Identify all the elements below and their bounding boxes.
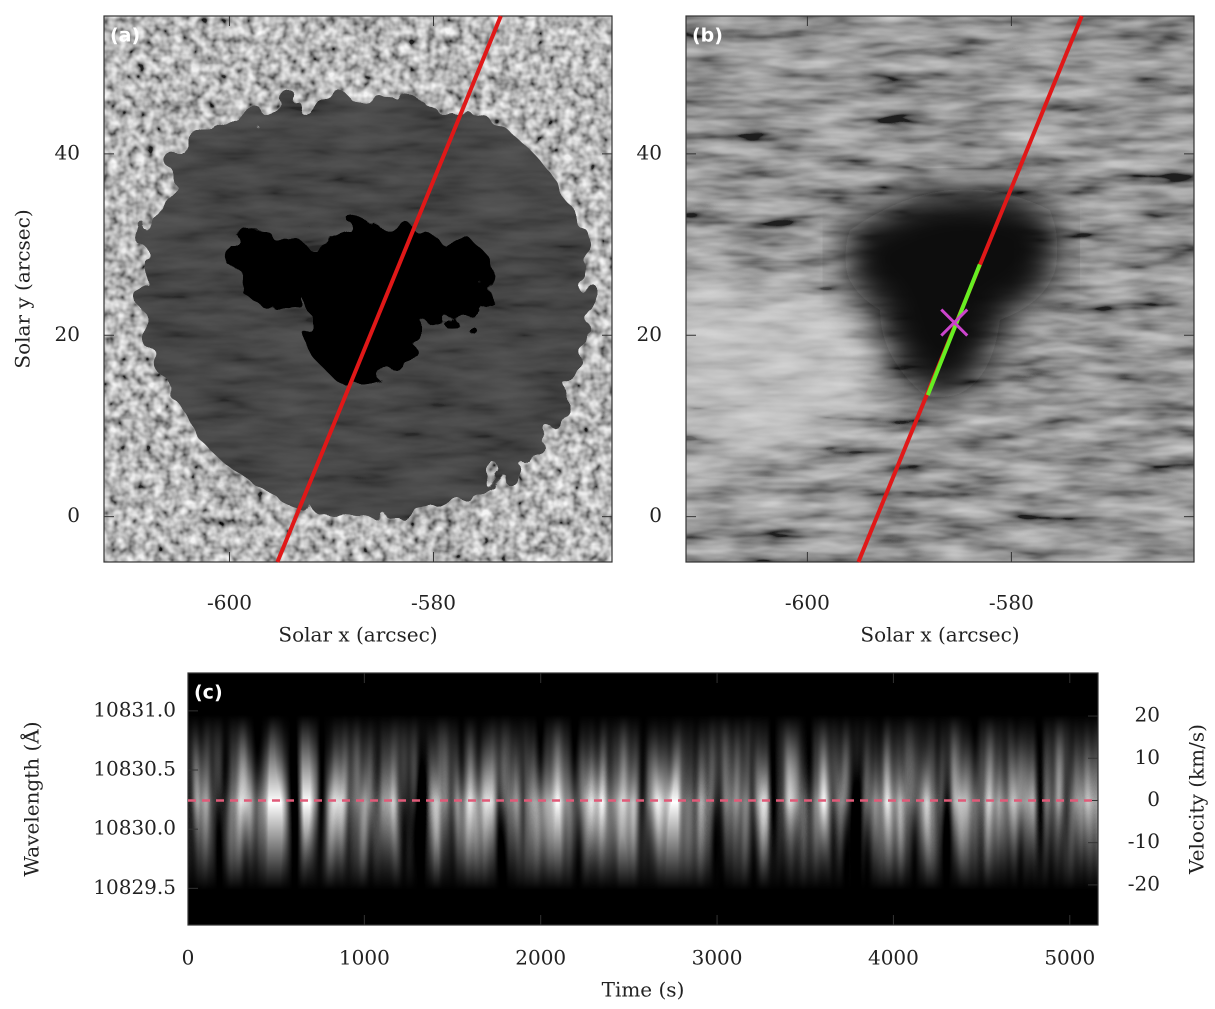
marker: [940, 308, 969, 337]
y-tick-label: 40: [637, 140, 662, 164]
x-axis-label: Solar x (arcsec): [278, 623, 437, 647]
panel-label: (c): [194, 682, 223, 704]
plot-frame: [187, 672, 1099, 926]
y-tick-label: 10831.0: [93, 697, 176, 721]
y-tick-label: 10830.0: [93, 816, 176, 840]
y-tick-label: 20: [55, 322, 80, 346]
x-tick-label: -580: [989, 591, 1034, 615]
panel-label: (b): [692, 25, 723, 47]
x-tick-label: 1000: [339, 946, 390, 970]
plot-frame: [685, 15, 1195, 563]
y-tick-label: 20: [637, 322, 662, 346]
x-tick-label: 5000: [1044, 946, 1095, 970]
y-tick-label: 40: [55, 140, 80, 164]
x-axis-label: Solar x (arcsec): [860, 623, 1019, 647]
spectrogram-image: [188, 673, 1098, 925]
x-tick-label: -600: [785, 591, 830, 615]
x-tick-label: 0: [182, 946, 195, 970]
plot-frame: [103, 15, 613, 563]
slit-line: [925, 263, 982, 396]
y-tick-label: 10830.5: [93, 757, 176, 781]
y-axis-label: Solar y (arcsec): [11, 209, 35, 368]
y2-tick-label: 10: [1135, 745, 1160, 769]
y2-tick-label: -10: [1128, 829, 1160, 853]
photosphere-image: [104, 16, 612, 562]
y-axis-label: Wavelength (Å): [19, 721, 44, 876]
y2-tick-label: 20: [1135, 703, 1160, 727]
slit-line: [275, 15, 503, 563]
x-axis-label: Time (s): [602, 978, 685, 1002]
x-tick-label: 2000: [515, 946, 566, 970]
y2-tick-label: 0: [1147, 787, 1160, 811]
panel-label: (a): [110, 25, 140, 47]
x-tick-label: -580: [411, 591, 456, 615]
chromosphere-image: [686, 16, 1194, 562]
x-tick-label: -600: [207, 591, 252, 615]
y2-tick-label: -20: [1128, 871, 1160, 895]
y-tick-label: 0: [649, 503, 662, 527]
y-tick-label: 10829.5: [93, 875, 176, 899]
x-tick-label: 3000: [692, 946, 743, 970]
y2-axis-label: Velocity (km/s): [1185, 724, 1209, 875]
y-tick-label: 0: [67, 503, 80, 527]
x-tick-label: 4000: [868, 946, 919, 970]
